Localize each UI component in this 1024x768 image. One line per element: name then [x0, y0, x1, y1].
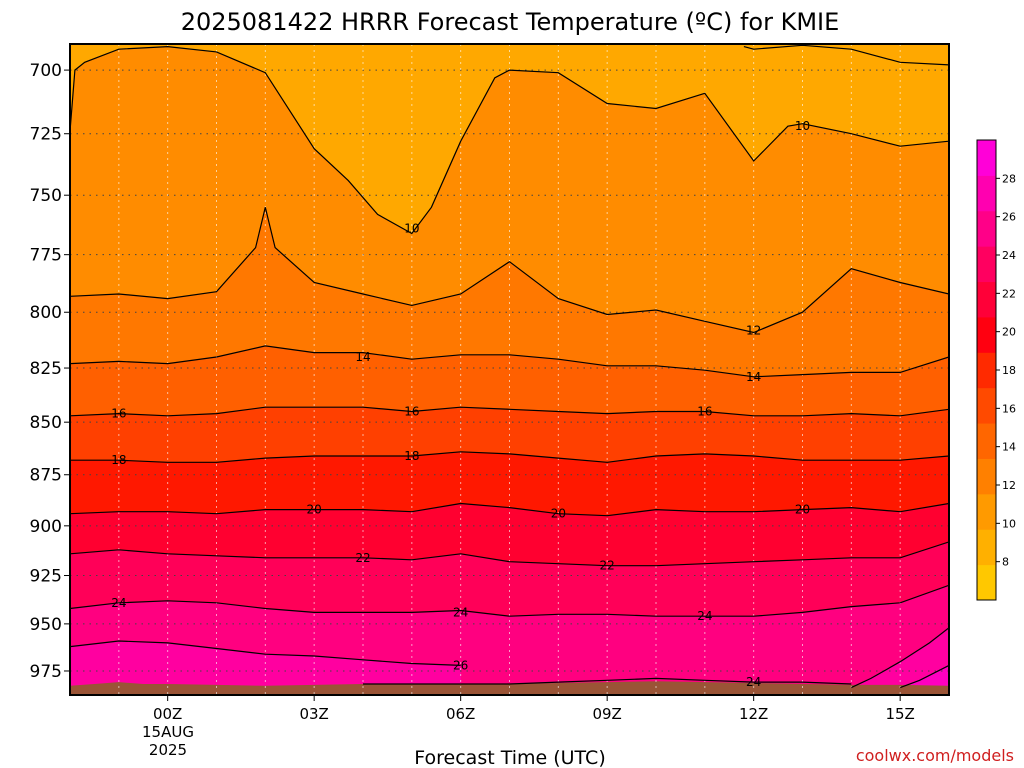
isotherm-26	[851, 627, 949, 689]
colorbar-tick-label-12: 12	[1002, 479, 1016, 492]
x-date-label-year: 2025	[149, 741, 187, 759]
y-tick-label-800: 800	[30, 303, 62, 323]
watermark: coolwx.com/models	[856, 746, 1014, 765]
isotherm-label-16: 16	[697, 404, 712, 418]
isotherm-label-10: 10	[404, 222, 419, 236]
isotherm-14	[70, 345, 949, 378]
isotherm-label-24: 24	[111, 596, 126, 610]
x-tick-label-03Z: 03Z	[299, 705, 328, 723]
colorbar-segment-6	[977, 352, 996, 389]
y-tick-label-700: 700	[30, 61, 62, 81]
colorbar-segment-5	[977, 387, 996, 424]
colorbar-segment-7	[977, 316, 996, 353]
colorbar-segment-1	[977, 529, 996, 566]
colorbar-tick-label-10: 10	[1002, 517, 1016, 530]
contour-lines	[70, 44, 949, 689]
y-tick-label-925: 925	[30, 567, 62, 587]
x-tick-label-00Z: 00Z	[153, 705, 182, 723]
colorbar-segment-9	[977, 246, 996, 283]
x-tick-label-09Z: 09Z	[592, 705, 621, 723]
isotherm-18	[70, 451, 949, 463]
isotherm-label-24: 24	[746, 675, 761, 689]
isotherm-label-14: 14	[746, 370, 761, 384]
isotherm-label-20: 20	[795, 503, 810, 517]
x-tick-label-12Z: 12Z	[739, 705, 768, 723]
isotherm-22	[70, 541, 949, 567]
x-axis: 00Z 03Z 06Z 09Z 12Z 15Z	[153, 695, 915, 723]
isotherm-label-22: 22	[355, 551, 370, 565]
y-tick-label-875: 875	[30, 466, 62, 486]
x-tick-label-15Z: 15Z	[885, 705, 914, 723]
contour-labels: 10 10 12 14 14 16 16 16 18 18 20 20 20 22 22 24 24 24 26 24	[111, 119, 810, 689]
colorbar-tick-label-26: 26	[1002, 211, 1016, 224]
plot-area	[70, 44, 949, 695]
isotherm-16	[70, 406, 949, 417]
isotherm-label-14: 14	[355, 350, 370, 364]
isotherm-label-18: 18	[404, 449, 419, 463]
x-date-label-day: 15AUG	[142, 723, 194, 741]
y-tick-label-850: 850	[30, 413, 62, 433]
colorbar-segment-2	[977, 493, 996, 530]
isotherm-28	[899, 664, 949, 689]
y-tick-label-950: 950	[30, 615, 62, 635]
colorbar-segment-0	[977, 564, 996, 601]
isotherm-label-18: 18	[111, 453, 126, 467]
isotherm-20	[70, 502, 949, 517]
isotherm-24	[70, 584, 949, 617]
y-tick-label-725: 725	[30, 125, 62, 145]
isotherm-12	[70, 207, 949, 334]
colorbar-tick-label-18: 18	[1002, 364, 1016, 377]
colorbar-segment-12	[977, 140, 996, 176]
x-axis-label: Forecast Time (UTC)	[414, 747, 605, 768]
colorbar-segment-8	[977, 281, 996, 318]
isotherm-label-22: 22	[600, 559, 615, 573]
isotherm-10	[743, 44, 949, 66]
isotherm-label-12: 12	[746, 323, 761, 337]
y-tick-label-775: 775	[30, 246, 62, 266]
colorbar-tick-label-20: 20	[1002, 326, 1016, 339]
colorbar-tick-label-14: 14	[1002, 441, 1016, 454]
chart-title: 2025081422 HRRR Forecast Temperature (ºC…	[181, 8, 840, 36]
isotherm-label-26: 26	[453, 658, 468, 672]
isotherm-label-16: 16	[111, 407, 126, 421]
colorbar-segment-11	[977, 175, 996, 212]
y-tick-label-750: 750	[30, 186, 62, 206]
y-tick-label-825: 825	[30, 359, 62, 379]
colorbar-segment-4	[977, 423, 996, 459]
isotherm-label-24: 24	[697, 609, 712, 623]
isotherm-label-16: 16	[404, 404, 419, 418]
isotherm-label-20: 20	[551, 507, 566, 521]
isotherm-10	[70, 45, 949, 235]
y-tick-label-975: 975	[30, 662, 62, 682]
colorbar-tick-label-22: 22	[1002, 287, 1016, 300]
colorbar-tick-label-16: 16	[1002, 402, 1016, 415]
colorbar-segment-3	[977, 458, 996, 495]
plot-frame	[69, 43, 950, 696]
colorbar-tick-label-8: 8	[1002, 556, 1009, 569]
isotherm-26	[70, 640, 461, 666]
x-tick-label-06Z: 06Z	[446, 705, 475, 723]
ground-surface	[70, 681, 949, 695]
y-tick-label-900: 900	[30, 517, 62, 537]
isotherm-label-24: 24	[453, 605, 468, 619]
colorbar-tick-label-24: 24	[1002, 249, 1016, 262]
colorbar-segment-10	[977, 210, 996, 247]
colorbar: 8 10 12 14 16 18 20 22 24 26 28	[976, 139, 1016, 601]
isotherm-label-10: 10	[795, 119, 810, 133]
isotherm-label-20: 20	[307, 503, 322, 517]
colorbar-tick-label-28: 28	[1002, 172, 1016, 185]
isotherm-24	[363, 677, 852, 685]
y-axis: 700 725 750 775 800 825 850 875 900 925 950 975	[30, 61, 70, 682]
